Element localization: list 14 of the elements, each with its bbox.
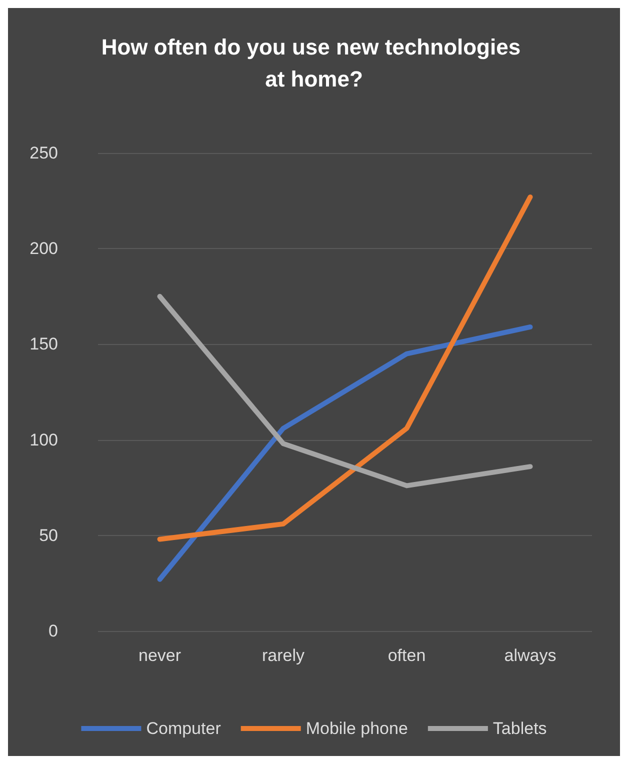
chart-title: How often do you use new technologies at home? [101, 34, 527, 92]
y-tick-label: 150 [30, 334, 58, 354]
legend-label: Mobile phone [306, 719, 408, 738]
y-tick-label: 100 [30, 430, 58, 450]
x-tick-label: rarely [262, 646, 305, 665]
y-tick-label: 200 [30, 239, 58, 258]
x-tick-label: always [504, 646, 556, 665]
x-tick-label: never [138, 646, 182, 665]
x-tick-label: often [388, 646, 426, 665]
legend-label: Computer [146, 719, 222, 738]
y-tick-label: 0 [48, 622, 58, 640]
y-tick-label: 50 [39, 526, 58, 545]
y-tick-label: 250 [30, 144, 58, 162]
legend-label: Tablets [492, 719, 547, 738]
